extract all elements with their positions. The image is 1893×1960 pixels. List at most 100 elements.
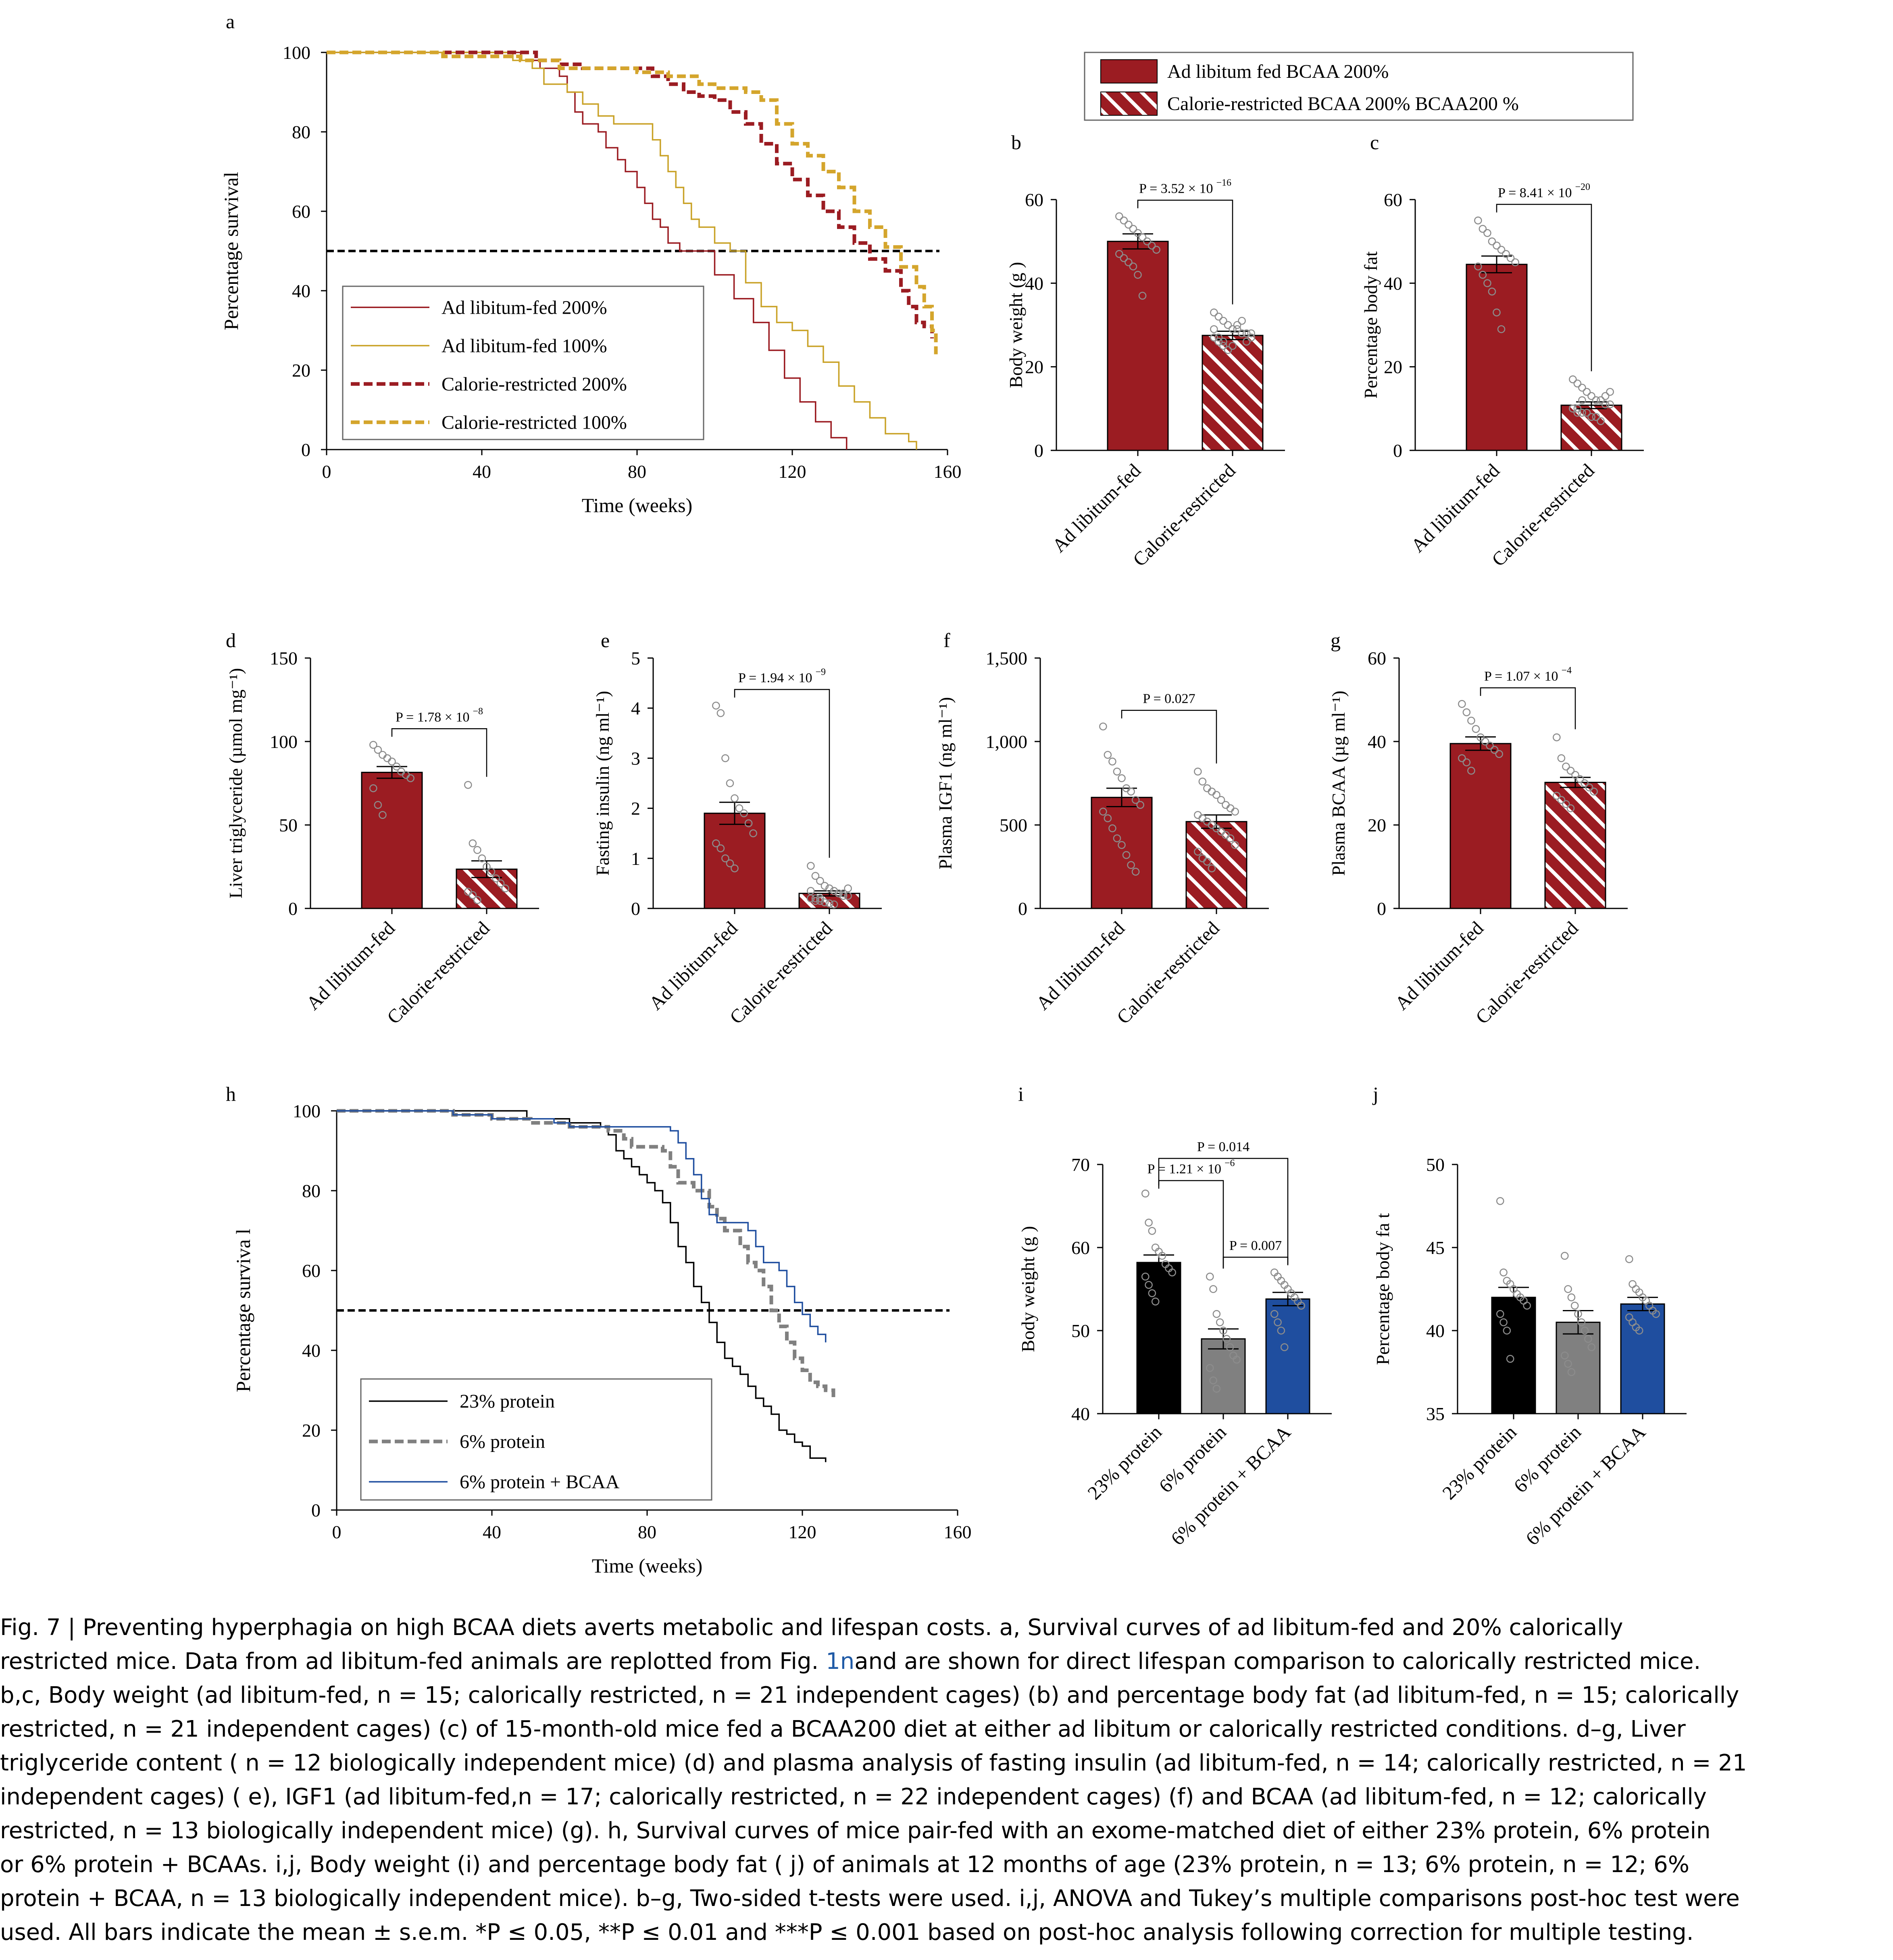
panel-a-legend-frame bbox=[342, 285, 704, 440]
panel-c-data-point bbox=[1502, 250, 1510, 258]
panel-i-data-point bbox=[1168, 1268, 1177, 1277]
panel-c-data-point bbox=[1578, 383, 1586, 392]
panel-d-data-point bbox=[469, 839, 477, 848]
panel-i-p-value-1: P = 1.21 × 10 −6 bbox=[1147, 1158, 1235, 1177]
panel-j-data-point bbox=[1496, 1197, 1504, 1205]
panel-i-data-point bbox=[1270, 1310, 1279, 1318]
panel-i-data-point bbox=[1206, 1364, 1214, 1372]
panel-c-p-value-0: P = 8.41 × 10 −20 bbox=[1498, 182, 1590, 200]
panel-b-data-point bbox=[1129, 225, 1137, 233]
panel-j-data-point bbox=[1567, 1368, 1576, 1376]
panel-e-data-point bbox=[749, 829, 757, 837]
panel-f-data-point bbox=[1108, 757, 1116, 766]
panel-b-data-point bbox=[1138, 292, 1147, 300]
panel-c-data-point bbox=[1592, 413, 1600, 421]
panel-d-data-point bbox=[369, 784, 377, 792]
panel-i-p-value-2: P = 0.007 bbox=[1229, 1238, 1282, 1253]
panel-h-x-tick-label: 40 bbox=[483, 1522, 501, 1542]
panel-b-data-point bbox=[1210, 308, 1218, 317]
panel-e-data-point bbox=[844, 892, 852, 900]
panel-d-data-point bbox=[388, 757, 396, 766]
panel-e-data-point bbox=[721, 854, 729, 862]
panel-label-h: h bbox=[226, 1083, 236, 1105]
panel-e-data-point bbox=[740, 809, 748, 817]
panel-j-data-point bbox=[1567, 1293, 1576, 1302]
panel-e-bar-0 bbox=[704, 812, 766, 909]
panel-d-significance-bracket-0 bbox=[391, 728, 487, 777]
panel-h-series-1 bbox=[337, 1109, 835, 1398]
panel-h-y-tick-label: 60 bbox=[302, 1260, 321, 1281]
panel-h-y-tick-label: 80 bbox=[302, 1181, 321, 1201]
panel-f-bar-0 bbox=[1091, 797, 1153, 909]
panel-e-y-tick-label: 1 bbox=[631, 848, 640, 869]
panel-e-data-point bbox=[716, 709, 725, 717]
caption-text: b,c, Body weight (ad libitum-fed, n = 15… bbox=[0, 1682, 1739, 1708]
panel-i-data-point bbox=[1226, 1343, 1234, 1351]
panel-b-data-point bbox=[1143, 237, 1151, 246]
panel-label-c: c bbox=[1370, 131, 1379, 154]
panel-d-category-label-0: Ad libitum-fed bbox=[302, 917, 399, 1014]
panel-g-data-point bbox=[1495, 750, 1503, 758]
panel-c-data-point bbox=[1587, 413, 1595, 421]
panel-e-data-point bbox=[839, 889, 848, 898]
panel-h-y-tick-label: 40 bbox=[302, 1340, 321, 1361]
panel-g-data-point bbox=[1566, 767, 1575, 775]
panel-i-data-point bbox=[1274, 1318, 1282, 1327]
panel-g-data-point bbox=[1581, 779, 1589, 787]
panel-d-p-value-0: P = 1.78 × 10 −8 bbox=[396, 706, 483, 725]
panel-d-data-point bbox=[478, 854, 486, 862]
panel-a-y-tick-label: 80 bbox=[292, 122, 310, 142]
panel-f-y-tick-label: 500 bbox=[1000, 815, 1027, 835]
panel-g-data-point bbox=[1576, 775, 1584, 783]
panel-e-category-label-0: Ad libitum-fed bbox=[645, 917, 742, 1014]
panel-f-data-point bbox=[1203, 784, 1211, 792]
panel-d-data-point bbox=[496, 879, 505, 887]
panel-g-data-point bbox=[1553, 791, 1561, 800]
panel-i-data-point bbox=[1151, 1298, 1160, 1306]
panel-e-data-point bbox=[816, 897, 824, 905]
panel-c-data-point bbox=[1569, 404, 1577, 413]
panel-e-y-axis-label: Fasting insulin (ng ml⁻¹) bbox=[592, 691, 613, 875]
panel-i-data-point bbox=[1219, 1327, 1227, 1335]
panel-g-data-point bbox=[1490, 746, 1499, 754]
panel-b-data-point bbox=[1129, 262, 1137, 271]
panel-f-data-point bbox=[1203, 858, 1211, 866]
panel-e-data-point bbox=[744, 819, 753, 827]
panel-i-p-value-text: P = 0.007 bbox=[1229, 1238, 1282, 1253]
panel-g-data-point bbox=[1486, 742, 1494, 750]
panel-j-data-point bbox=[1577, 1318, 1586, 1327]
panel-f-data-point bbox=[1226, 804, 1235, 812]
panel-e-data-point bbox=[721, 754, 729, 762]
panel-g-data-point bbox=[1467, 717, 1475, 725]
panel-c-data-point bbox=[1597, 417, 1605, 425]
panel-e-data-point bbox=[825, 884, 833, 893]
panel-b-y-tick-label: 0 bbox=[1034, 440, 1043, 461]
panel-f-data-point bbox=[1118, 774, 1126, 782]
panel-c-data-point bbox=[1479, 225, 1487, 233]
panel-d-data-point bbox=[492, 874, 500, 883]
panel-f-data-point bbox=[1113, 767, 1121, 776]
panel-j-y-axis-label: Percentage body fa t bbox=[1372, 1213, 1393, 1365]
caption-figure-link[interactable]: 1n bbox=[826, 1648, 855, 1675]
panel-j-category-label-2: 6% protein + BCAA bbox=[1522, 1421, 1650, 1550]
panel-f-data-point bbox=[1108, 824, 1116, 833]
panel-h-y-tick-label: 20 bbox=[302, 1420, 321, 1441]
figure-canvas: a b c d e f g h i j Ad libitum fed BCAA … bbox=[220, 10, 1687, 1577]
panel-b-category-label-1: Calorie-restricted bbox=[1129, 460, 1240, 571]
panel-c-data-point bbox=[1573, 408, 1582, 417]
panel-b-y-tick-label: 60 bbox=[1025, 190, 1043, 210]
panel-d-data-point bbox=[379, 751, 387, 759]
panel-g-data-point bbox=[1590, 787, 1598, 796]
panel-e-data-point bbox=[726, 859, 734, 868]
panel-j-data-point bbox=[1584, 1335, 1592, 1343]
caption-text: and are shown for direct lifespan compar… bbox=[854, 1648, 1701, 1675]
panel-d-y-tick-label: 0 bbox=[288, 898, 298, 919]
panel-b-y-tick-label: 20 bbox=[1025, 357, 1043, 377]
panel-i-p-value-0: P = 0.014 bbox=[1197, 1139, 1250, 1154]
panel-d-data-point bbox=[473, 896, 481, 904]
panel-b-data-point bbox=[1247, 329, 1255, 337]
panel-f-data-point bbox=[1136, 801, 1144, 809]
panel-i-data-point bbox=[1141, 1189, 1150, 1198]
panel-e-p-value-0: P = 1.94 × 10 −9 bbox=[738, 667, 826, 685]
panel-c-data-point bbox=[1606, 400, 1614, 408]
